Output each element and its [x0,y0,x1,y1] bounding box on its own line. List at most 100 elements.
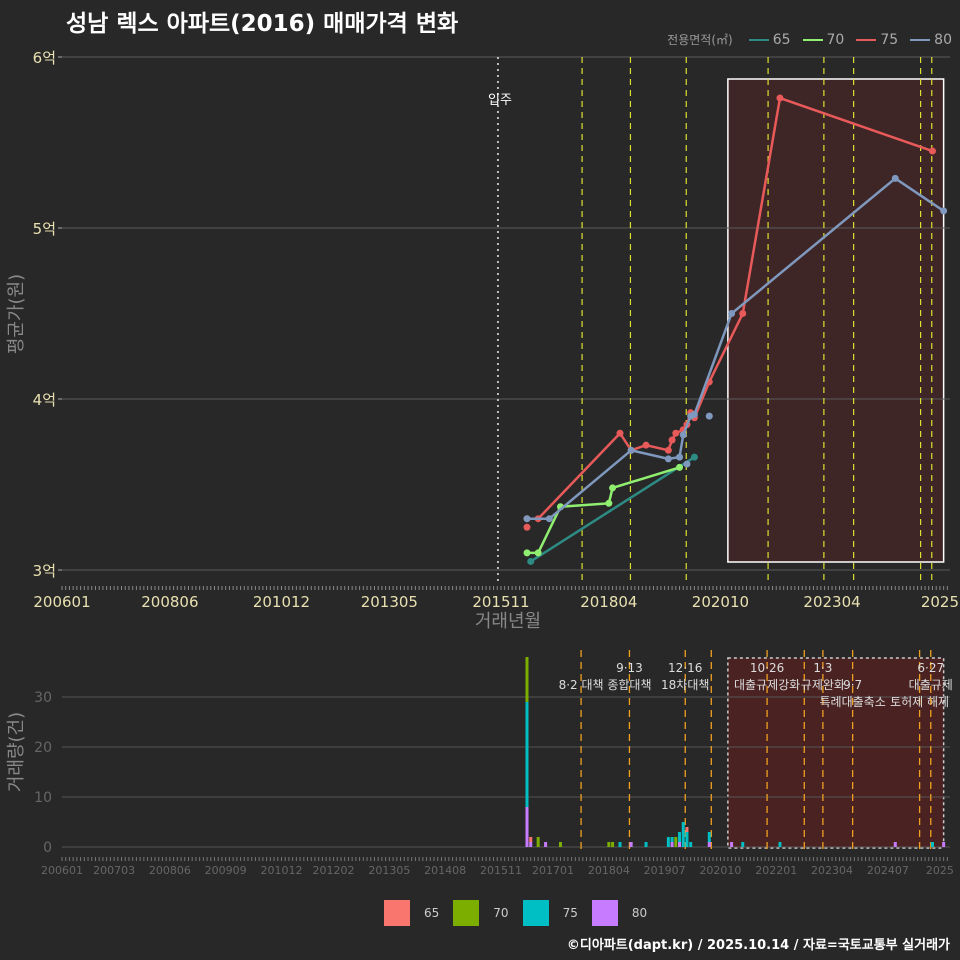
event-label: 9·7 [843,678,862,692]
volume-bar-80 [525,807,529,847]
x-tick-label: 2025 [921,593,959,611]
y-axis-title: 거래량(건) [6,712,27,792]
data-point-70 [523,549,531,557]
data-point-70 [605,499,613,507]
y-axis-title: 평균가(원) [6,274,27,354]
event-label: 종합대책 [607,677,651,692]
data-point-80 [940,207,948,215]
y-tick-label: 5억 [33,220,56,238]
volume-bar-75 [681,822,685,847]
legend-title: 전용면적(㎡) [667,33,733,47]
x-tick-label: 200909 [205,864,247,877]
legend-item-65: 65 [743,32,791,48]
x-tick-label: 200806 [141,593,198,611]
volume-bar-75 [685,832,689,847]
x-tick-label: 202407 [867,864,909,877]
volume-bar-80 [730,842,734,847]
volume-bar-75 [778,842,782,847]
volume-bar-75 [707,832,711,842]
x-tick-label: 202010 [692,593,749,611]
data-point-75 [664,446,672,454]
x-tick-label: 202304 [803,593,860,611]
volume-bar-75 [670,837,674,842]
y-tick-label: 30 [34,690,52,706]
event-label: 1·3 [813,661,832,675]
volume-bar-80 [942,842,946,847]
data-point-80 [664,455,672,463]
volume-bar-75 [741,842,745,847]
data-point-70 [676,463,684,471]
x-tick-label: 200601 [41,864,83,877]
data-point-80 [545,515,553,523]
x-tick-label: 201305 [361,593,418,611]
volume-bar-80 [893,842,897,847]
chart-title: 성남 렉스 아파트(2016) 매매가격 변화 [66,11,459,37]
volume-bar-70 [558,842,562,847]
x-tick-label: 201012 [260,864,302,877]
x-tick-label: 201511 [472,593,529,611]
volume-bar-80 [670,842,674,847]
event-label: 토허제 해제 [890,695,949,709]
y-tick-label: 3억 [33,562,56,580]
data-point-80 [627,446,635,454]
legend-item-80: 80 [904,32,952,48]
series-line-75 [527,96,933,520]
data-point-80 [523,515,531,523]
x-tick-label: 201202 [313,864,355,877]
volume-bar-75 [678,832,682,842]
legend-bottom-80: 80 [591,900,647,926]
legend-bottom-65: 65 [384,900,439,926]
x-tick-label: 201305 [368,864,410,877]
data-point-80 [683,460,691,468]
data-point-65 [690,453,698,461]
x-tick-label: 202201 [755,864,797,877]
data-point-75 [616,429,624,437]
y-tick-label: 0 [43,840,52,856]
data-point-70 [534,549,542,557]
y-tick-label: 6억 [33,49,56,67]
x-tick-label: 201804 [580,593,637,611]
y-tick-label: 10 [34,790,52,806]
data-point-75 [928,147,936,155]
data-point-80 [679,431,687,439]
event-label: 6·27 [917,661,944,675]
volume-bar-75 [666,837,670,847]
data-point-80 [676,453,684,461]
volume-bar-70 [536,837,540,847]
data-point-75 [642,441,650,449]
highlight-region [727,78,945,563]
volume-bar-70 [607,842,611,847]
volume-bar-70 [674,837,678,847]
x-tick-label: 201804 [588,864,630,877]
x-axis-title: 거래년월 [475,611,541,632]
volume-bar-80 [707,842,711,847]
footer-credit: ©디아파트(dapt.kr) / 2025.10.14 / 자료=국토교통부 실… [566,938,950,953]
data-point-70 [609,484,617,492]
highlight-region-volume [727,657,945,849]
x-tick-label: 201511 [480,864,522,877]
volume-bar-75 [930,842,934,847]
event-label: 10·26 [750,661,784,675]
legend-bottom-75: 75 [522,900,578,926]
volume-bar-65 [685,827,689,832]
x-tick-label: 200703 [93,864,135,877]
event-label: 대출규제강화 [734,678,800,692]
data-point-65 [527,557,535,565]
x-tick-label: 2025 [926,864,954,877]
volume-bar-80 [529,842,533,847]
x-tick-label: 200601 [33,593,90,611]
x-tick-label: 201701 [532,864,574,877]
legend-top: 전용면적(㎡) 65 70 75 80 [667,31,952,48]
data-point-80 [728,310,736,317]
x-tick-label: 201408 [424,864,466,877]
x-tick-label: 201012 [253,593,310,611]
x-tick-label: 200806 [149,864,191,877]
volume-bar-75 [618,842,622,847]
data-point-80 [705,412,713,420]
x-tick-label: 202304 [811,864,853,877]
event-label: 9·13 [616,661,643,675]
volume-bar-75 [689,842,693,847]
data-point-75 [739,310,747,317]
volume-bar-75 [644,842,648,847]
legend-item-70: 70 [797,32,844,48]
